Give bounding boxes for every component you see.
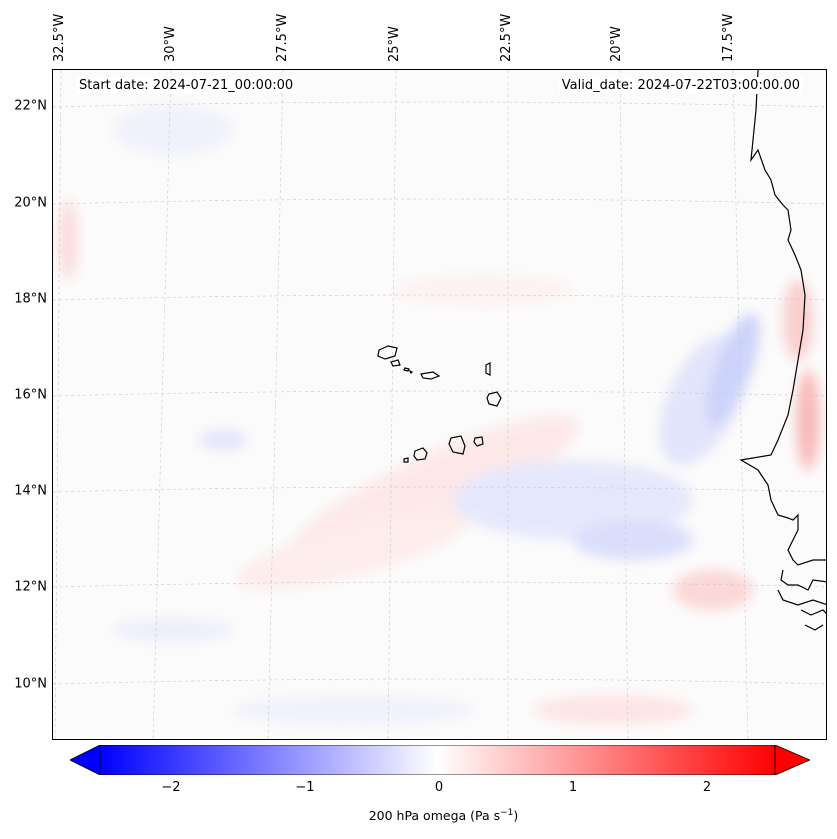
valid-date-text: Valid_date: 2024-07-22T03:00:00.00 [558, 77, 803, 94]
colorbar-tick-2: 2 [702, 780, 712, 795]
west-africa-coastline [739, 70, 826, 566]
lon-label-32-5w: 32.5°W [52, 13, 67, 62]
lat-label-10n: 10°N [14, 676, 47, 692]
colorbar-label-suffix: ) [513, 808, 519, 824]
colorbar-label-exponent: −1 [500, 808, 514, 818]
colorbar-body [99, 745, 776, 775]
colorbar-tick-0: 0 [434, 780, 444, 795]
colorbar-extend-high [774, 745, 810, 775]
map-canvas [53, 70, 826, 739]
lon-label-20w: 20°W [609, 26, 624, 62]
colorbar-label: 200 hPa omega (Pa s−1) [25, 808, 837, 823]
lon-label-27-5w: 27.5°W [275, 13, 290, 62]
lat-label-20n: 20°N [14, 195, 47, 211]
lon-label-30w: 30°W [163, 26, 178, 62]
lon-label-22-5w: 22.5°W [499, 13, 514, 62]
lon-label-25w: 25°W [387, 26, 402, 62]
colorbar-extend-low [70, 745, 101, 775]
lat-label-12n: 12°N [14, 579, 47, 595]
lat-label-18n: 18°N [14, 291, 47, 307]
colorbar-tick-minus1: −1 [295, 780, 315, 795]
colorbar-label-prefix: 200 hPa omega (Pa s [368, 808, 501, 824]
colorbar-tick-1: 1 [568, 780, 578, 795]
map-panel[interactable] [52, 69, 827, 740]
lat-label-14n: 14°N [14, 483, 47, 499]
lat-label-16n: 16°N [14, 387, 47, 403]
start-date-text: Start date: 2024-07-21_00:00:00 [76, 77, 297, 94]
omega-field [53, 70, 826, 739]
lat-label-22n: 22°N [14, 98, 47, 114]
colorbar [70, 745, 810, 775]
lon-label-17-5w: 17.5°W [721, 13, 736, 62]
coastline [739, 70, 826, 631]
gridlines [53, 70, 826, 739]
colorbar-tick-minus2: −2 [161, 780, 181, 795]
cape-verde-islands [377, 345, 502, 463]
